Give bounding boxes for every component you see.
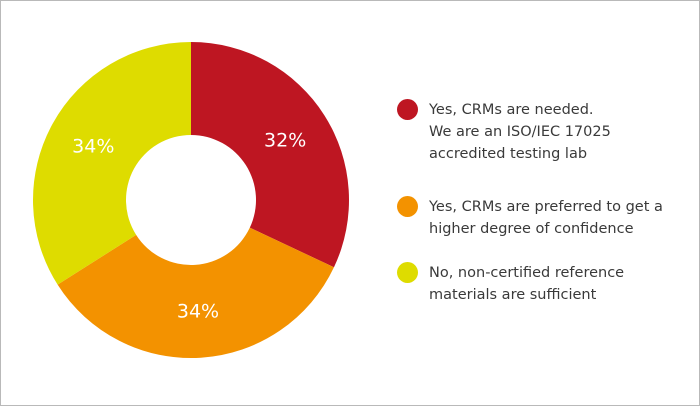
legend-item-crms-preferred: Yes, CRMs are preferred to get a higher … [397,196,663,240]
legend-item-non-certified-sufficient: No, non-certified reference materials ar… [397,262,624,306]
slice-value-label: 34% [177,300,219,322]
legend-item-crms-needed: Yes, CRMs are needed. We are an ISO/IEC … [397,99,611,165]
legend-line: accredited testing lab [429,146,588,162]
legend-line: We are an ISO/IEC 17025 [429,124,611,140]
legend-line: higher degree of confidence [429,221,634,237]
legend-swatch [397,262,418,283]
donut-chart: 32% 34% 34% [33,42,349,358]
donut-slice [33,42,192,285]
legend-label: Yes, CRMs are needed. We are an ISO/IEC … [429,99,611,165]
legend-line: Yes, CRMs are preferred to get a [429,199,663,215]
legend-swatch [397,99,418,120]
legend-line: materials are sufficient [429,287,597,303]
slice-value-label: 34% [72,135,114,157]
legend-line: Yes, CRMs are needed. [429,102,594,118]
donut-slice [191,42,349,268]
donut-slice [57,227,334,358]
legend-line: No, non-certified reference [429,265,625,281]
legend-label: No, non-certified reference materials ar… [429,262,624,306]
legend-label: Yes, CRMs are preferred to get a higher … [429,196,663,240]
legend-swatch [397,196,418,217]
slice-value-label: 32% [264,129,306,151]
